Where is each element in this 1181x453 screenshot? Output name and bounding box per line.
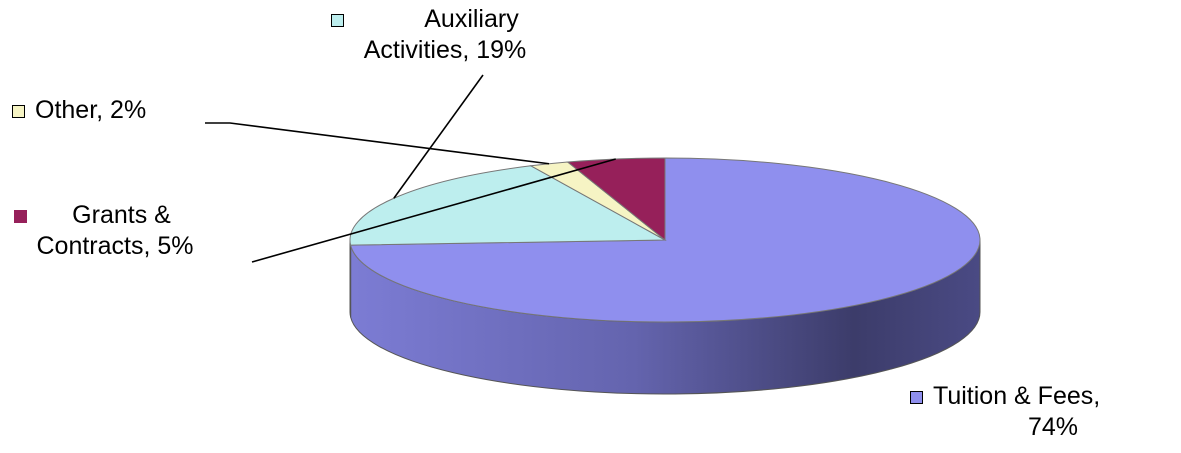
slice-label-other-line1: Other, 2%	[35, 96, 147, 124]
slice-label-grants-line2: Contracts, 5%	[36, 232, 194, 260]
slice-label-auxiliary-line2: Activities, 19%	[363, 36, 527, 64]
slice-label-auxiliary: Auxiliary Activities, 19%	[330, 4, 560, 66]
legend-marker-auxiliary	[331, 14, 345, 27]
leader-line-1	[393, 74, 484, 199]
leader-line-2	[205, 122, 550, 165]
slice-label-tuition-line2: 74%	[1028, 413, 1079, 441]
slice-label-grants: Grants & Contracts, 5%	[5, 200, 225, 262]
pie-side-1	[349, 239, 352, 318]
slice-label-other: Other, 2%	[12, 95, 212, 126]
leader-line-3	[251, 158, 616, 263]
pie-slices	[349, 157, 981, 323]
pie-slice-grants-contracts	[566, 157, 666, 242]
legend-marker-grants	[14, 210, 28, 223]
legend-marker-other	[12, 105, 25, 118]
slice-label-grants-line1: Grants &	[72, 201, 171, 229]
slice-label-tuition-line1: Tuition & Fees,	[933, 382, 1101, 410]
slice-label-tuition: Tuition & Fees, 74%	[910, 381, 1175, 443]
legend-marker-tuition	[910, 391, 923, 404]
slice-label-auxiliary-line1: Auxiliary	[424, 5, 519, 33]
leader-lines	[205, 74, 616, 263]
